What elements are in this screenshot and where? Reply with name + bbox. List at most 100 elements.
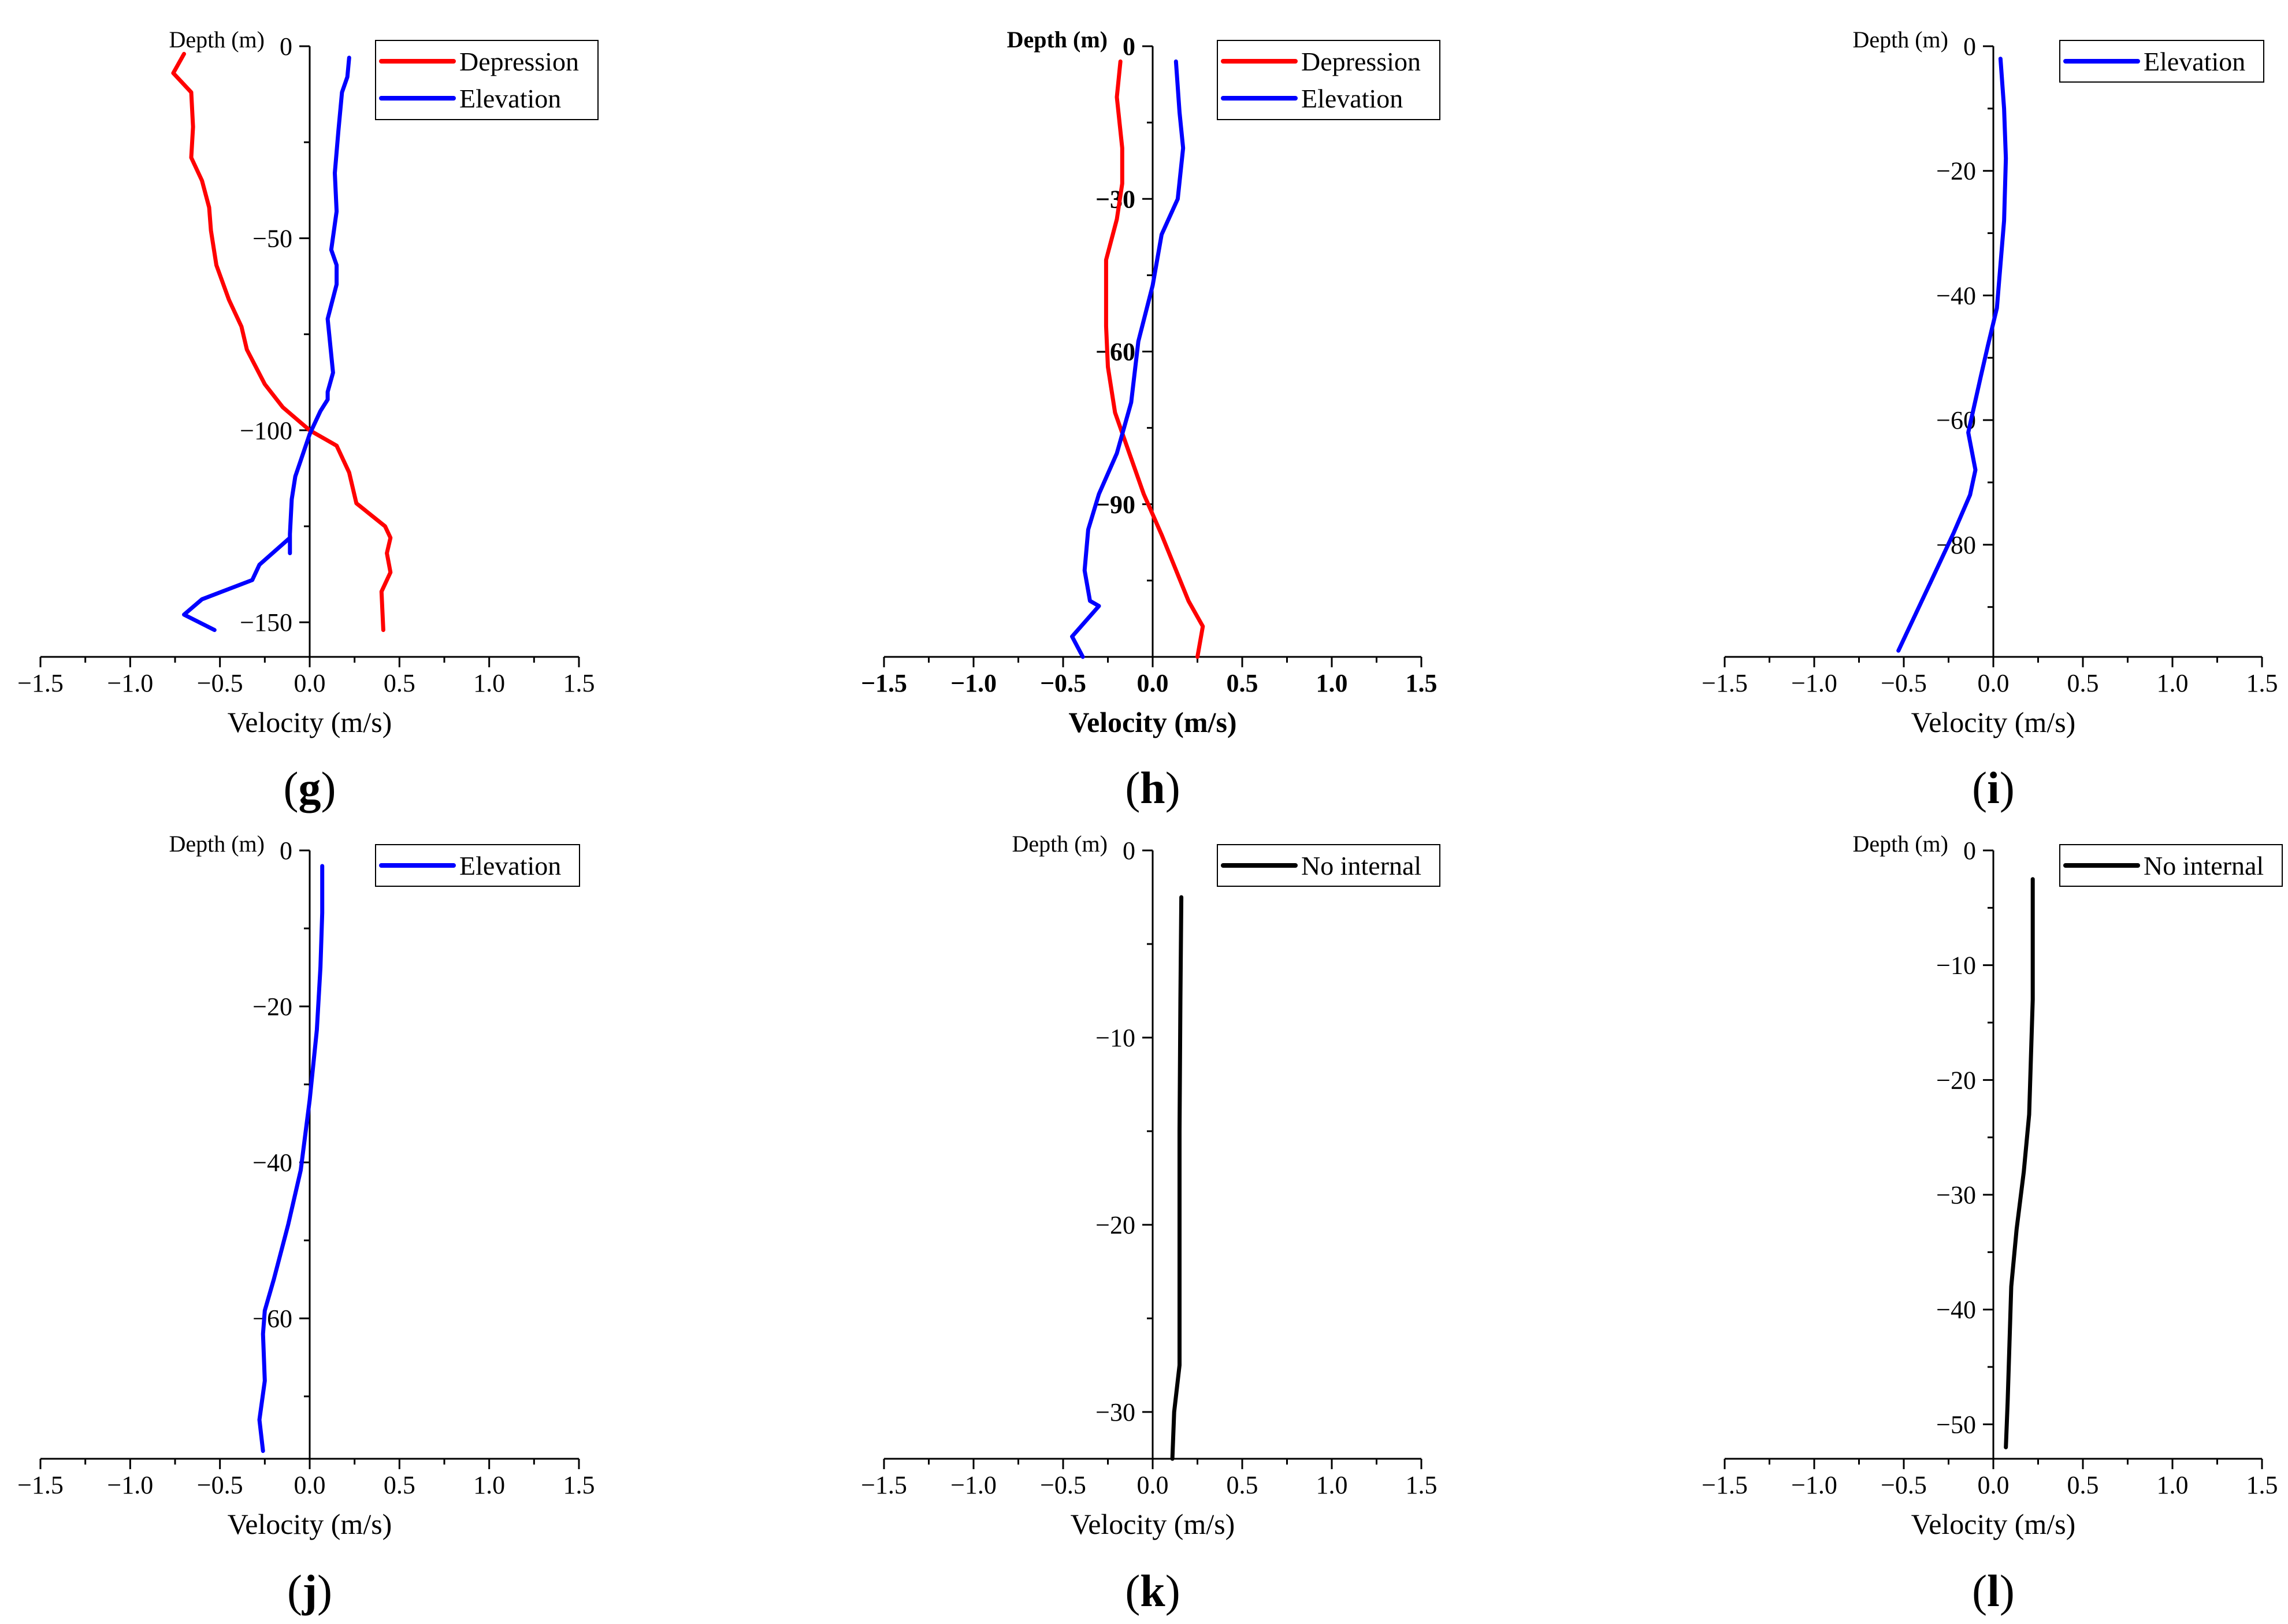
panel-label-letter: g [299,763,321,813]
y-tick-label: −20 [1095,1211,1135,1239]
x-tick-label: −1.0 [1791,1471,1837,1499]
series-line-depression [171,51,393,632]
x-tick-label: −1.0 [1791,669,1837,697]
y-tick-label: 0 [1963,32,1976,61]
y-axis-title: Depth (m) [1012,831,1108,857]
legend-box [1217,40,1440,120]
panel-label: (l) [1972,1566,2015,1616]
legend-label: Elevation [459,851,561,880]
x-tick-label: 1.0 [2157,669,2189,697]
chart-panel-j: −1.5 −1.0 −0.5 0.0 0.5 1.0 1.5 0 −20 −40 −60 Depth … [17,831,595,1616]
y-tick-label: −30 [1936,1181,1976,1209]
x-tick-label: 1.0 [1316,1471,1348,1499]
panel-label: (h) [1125,763,1180,813]
x-tick-label: −1.5 [861,1471,907,1499]
x-axis-title: Velocity (m/s) [1911,1508,2076,1540]
x-tick-label: −1.5 [1702,1471,1748,1499]
x-tick-label: 0.0 [294,669,326,697]
x-tick-label: 0.5 [1227,1471,1258,1499]
chart-panel-i: −1.5 −1.0 −0.5 0.0 0.5 1.0 1.50−20−40−60−80Dep… [1702,27,2278,813]
x-tick-label: −1.0 [107,1471,153,1499]
x-tick-label: −0.5 [1040,669,1086,697]
x-tick-label: −0.5 [1881,1471,1927,1499]
series-line-elevation [182,55,351,632]
panel-label-close-paren: ) [317,1566,332,1616]
x-axis-title: Velocity (m/s) [1911,706,2076,738]
panel-label-open-paren: ( [1972,763,1987,813]
panel-label-close-paren: ) [1165,1566,1180,1616]
y-tick-label: 0 [280,837,292,865]
y-tick-label: 0 [280,32,292,61]
x-tick-label: 1.5 [1406,1471,1438,1499]
x-tick-label: 1.0 [473,1471,505,1499]
legend-label: No internal [2144,851,2264,880]
x-axis-title: Velocity (m/s) [1071,1508,1235,1540]
legend-label: Depression [1301,47,1421,76]
x-tick-label: 1.5 [563,1471,595,1499]
legend-label: Depression [459,47,579,76]
y-tick-label: −40 [252,1149,292,1177]
x-tick-label: 1.5 [563,669,595,697]
y-tick-label: −100 [240,417,292,445]
y-axis-title: Depth (m) [1852,831,1948,857]
chart-panel-l: −1.5 −1.0 −0.5 0.0 0.5 1.0 1.5 0 −10 −20 −30 −40 −50… [1702,831,2283,1616]
y-tick-label: −20 [252,993,292,1021]
panel-label: (j) [287,1566,332,1616]
legend: No internal [2059,844,2283,887]
panel-label-open-paren: ( [284,763,299,813]
x-axis-title: Velocity (m/s) [228,706,392,738]
x-tick-label: 0.5 [384,1471,415,1499]
panel-label-letter: l [1987,1566,2000,1616]
x-tick-label: −1.0 [950,1471,997,1499]
x-tick-label: −0.5 [1881,669,1927,697]
x-axis-title: Velocity (m/s) [1068,706,1236,738]
y-axis-title: Depth (m) [1852,27,1948,53]
panel-label: (i) [1972,763,2015,813]
x-tick-label: 1.0 [1316,669,1348,697]
y-tick-label: −20 [1936,157,1976,185]
legend-label: Elevation [459,84,561,113]
y-tick-label: −50 [252,224,292,252]
x-tick-label: −0.5 [1040,1471,1086,1499]
x-tick-label: 0.5 [2067,1471,2099,1499]
legend: Depression Elevation [375,40,599,120]
legend: Elevation [375,844,580,887]
panel-label-letter: h [1140,763,1165,813]
y-tick-label: −150 [240,608,292,637]
x-tick-label: −0.5 [197,1471,243,1499]
x-tick-label: 0.0 [1137,669,1169,697]
legend: No internal [1217,844,1440,887]
y-tick-label: −40 [1936,281,1976,310]
y-tick-label: −60 [252,1305,292,1333]
series-line-elevation [1070,59,1186,659]
x-tick-label: 0.5 [1227,669,1258,697]
series-line-elevation [257,864,325,1453]
chart-panel-k: −1.5 −1.0 −0.5 0.0 0.5 1.0 1.5 0 −10 −20 −30 Depth … [861,831,1440,1616]
y-tick-label: −30 [1095,1398,1135,1426]
panel-label-open-paren: ( [1125,1566,1140,1616]
y-tick-label: −20 [1936,1066,1976,1094]
x-tick-label: 1.0 [2157,1471,2189,1499]
y-tick-label: 0 [1963,837,1976,865]
legend-label: No internal [1301,851,1421,880]
x-tick-label: −1.5 [861,669,907,697]
x-tick-label: 1.5 [2246,669,2278,697]
x-tick-label: −1.0 [950,669,997,697]
legend: Elevation [2059,40,2264,83]
legend-label: Elevation [1301,84,1403,113]
panel-label-letter: k [1140,1566,1165,1616]
panel-label-open-paren: ( [287,1566,302,1616]
y-tick-label: −30 [1095,185,1135,213]
x-tick-label: 0.0 [1137,1471,1169,1499]
x-tick-label: −1.5 [17,669,64,697]
series-line-elevation [1896,57,2008,653]
series-line-no-internal [1170,895,1184,1461]
x-tick-label: 0.5 [2067,669,2099,697]
panel-label-close-paren: ) [1165,763,1180,813]
y-tick-label: 0 [1123,32,1135,61]
x-axis-title: Velocity (m/s) [228,1508,392,1540]
panel-label: (k) [1125,1566,1180,1616]
chart-panel-g: −1.5 −1.0 −0.5 0.0 0.5 1.0 1.5 0 −50 −100 −150 Dept… [17,27,599,813]
series-line-no-internal [2004,877,2035,1450]
x-tick-label: −1.5 [1702,669,1748,697]
